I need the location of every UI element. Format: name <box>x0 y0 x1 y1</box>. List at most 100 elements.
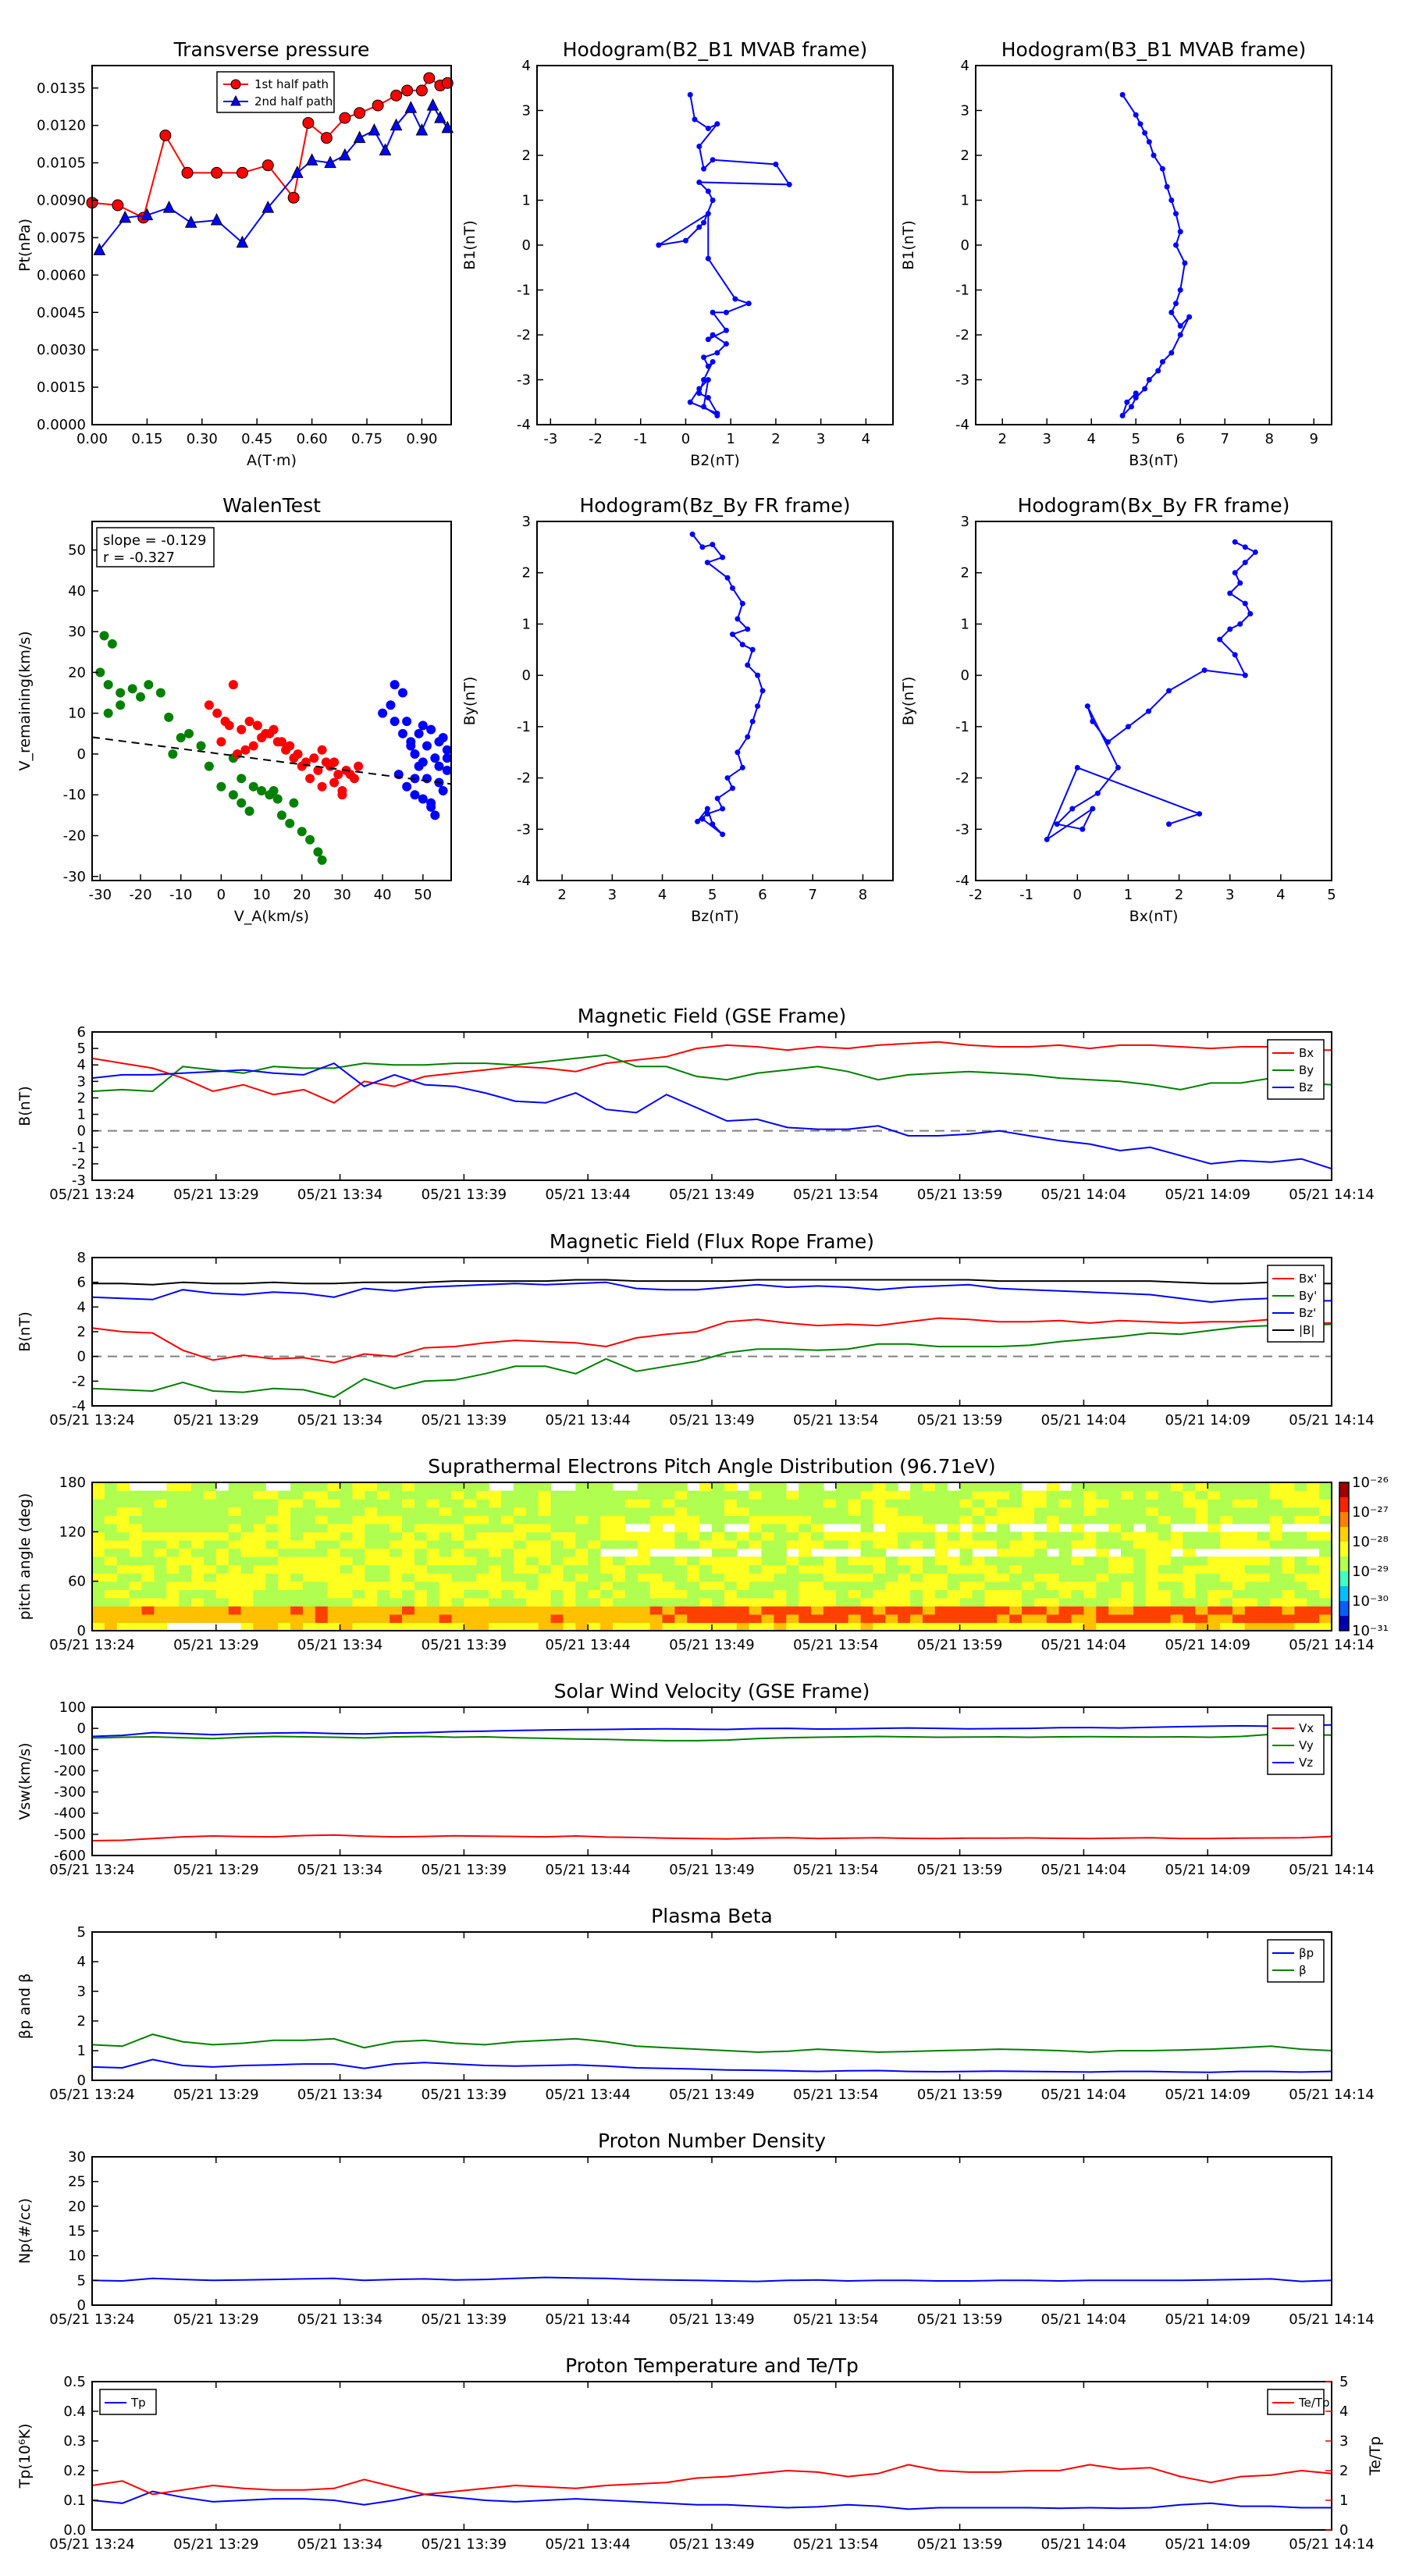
pad-cell <box>724 1515 738 1525</box>
pad-cell <box>253 1482 266 1492</box>
pad-cell <box>823 1581 837 1590</box>
pad-cell <box>799 1482 812 1492</box>
pt-ytick-label: 0.0090 <box>37 193 86 209</box>
pad-cell <box>278 1564 291 1574</box>
pad-cell <box>724 1597 738 1606</box>
pad-cell <box>1058 1581 1072 1590</box>
pad-cell <box>1145 1507 1159 1516</box>
pad-cell <box>464 1548 477 1557</box>
pad-cell <box>799 1490 812 1500</box>
pad-cell <box>1133 1532 1147 1541</box>
pad-cell <box>1244 1614 1258 1624</box>
pad-cell <box>860 1482 874 1492</box>
pad-cell <box>1220 1606 1233 1615</box>
h3-ytick-label: -2 <box>517 770 531 787</box>
vsw-xtick-label: 05/21 13:59 <box>917 1862 1002 1878</box>
pad-cell <box>290 1539 304 1550</box>
pad-cell <box>1108 1622 1122 1631</box>
h2-point <box>1142 130 1148 136</box>
pad-cell <box>116 1515 130 1525</box>
h1-point <box>723 309 729 315</box>
pad-cell <box>1294 1532 1307 1541</box>
pad-cell <box>1033 1490 1048 1500</box>
pad-cell <box>736 1581 750 1590</box>
walen-point <box>422 774 432 784</box>
pad-cell <box>141 1614 155 1624</box>
pt-point <box>184 215 197 228</box>
h3-point <box>710 542 716 548</box>
pad-cell <box>203 1499 217 1508</box>
pad-cell <box>464 1539 477 1550</box>
bfr-ytick-label: -4 <box>72 1398 86 1414</box>
pad-cell <box>674 1532 688 1541</box>
vsw-ytick-label: -500 <box>54 1827 86 1843</box>
pad-cell <box>116 1557 130 1566</box>
pad-cell <box>1232 1515 1246 1525</box>
pad-cell <box>575 1564 589 1574</box>
pad-cell <box>674 1539 688 1550</box>
pad-cell <box>600 1499 614 1508</box>
walen-point <box>168 749 178 759</box>
pad-cell <box>761 1548 774 1557</box>
pad-cell <box>934 1490 948 1500</box>
pad-cell <box>1307 1597 1320 1606</box>
pad-cell <box>712 1581 725 1590</box>
pad-cell <box>303 1532 316 1541</box>
pad-cell <box>1183 1622 1196 1631</box>
pad-cell <box>774 1482 787 1492</box>
pad-cell <box>1220 1581 1233 1590</box>
pad-cell <box>439 1606 453 1615</box>
pad-cell <box>104 1606 118 1615</box>
pad-cell <box>860 1515 874 1525</box>
pad-cell <box>835 1507 849 1516</box>
pad-cell <box>402 1622 415 1631</box>
pad-cell <box>389 1614 403 1624</box>
pad-cell <box>501 1597 514 1606</box>
h2-series-line-0 <box>1122 94 1190 417</box>
pad-cell <box>786 1573 799 1582</box>
h4-point <box>1232 652 1238 658</box>
np-xtick-label: 05/21 13:34 <box>297 2311 382 2328</box>
pad-cell <box>1195 1573 1208 1582</box>
pad-cell <box>1046 1614 1060 1624</box>
pad-cell <box>662 1564 675 1574</box>
h4-point <box>1242 672 1248 678</box>
walen-point <box>442 745 452 755</box>
pad-cell <box>972 1573 985 1582</box>
pad-cell <box>637 1532 651 1541</box>
h4-frame <box>975 521 1332 881</box>
pad-cell <box>365 1597 378 1606</box>
pad-cell <box>513 1557 527 1566</box>
tp-xtick-label: 05/21 13:39 <box>422 2536 507 2553</box>
bfr-xtick-label: 05/21 13:34 <box>297 1412 382 1429</box>
pad-cell <box>563 1507 576 1516</box>
pad-cell <box>290 1622 304 1631</box>
pad-cell <box>786 1499 799 1508</box>
pad-cell <box>141 1515 155 1525</box>
pad-cell <box>687 1622 700 1631</box>
h1-ytick-label: 1 <box>522 193 531 209</box>
pad-cell <box>1071 1490 1084 1500</box>
h2-point <box>1177 323 1183 329</box>
pad-cell <box>811 1581 824 1590</box>
pt-point <box>320 132 333 144</box>
pad-cell <box>1257 1622 1271 1631</box>
pad-cell <box>1232 1564 1246 1574</box>
pad-cell <box>191 1557 205 1566</box>
pad-cell <box>1033 1581 1048 1590</box>
pad-cell <box>910 1606 923 1615</box>
pad-colorbar-label: 10⁻³⁰ <box>1352 1593 1389 1610</box>
pad-cell <box>687 1589 700 1599</box>
pad-cell <box>984 1573 998 1582</box>
pad-cell <box>1232 1499 1246 1508</box>
h1-point <box>701 165 707 172</box>
pad-cell <box>464 1507 477 1516</box>
pad-cell <box>451 1507 464 1516</box>
beta-ytick-label: 3 <box>77 1984 86 2000</box>
pad-cell <box>923 1557 936 1566</box>
tp-ytick-label: 3 <box>1339 2433 1348 2450</box>
h1-ytick-label: 2 <box>522 148 531 164</box>
pad-cell <box>1096 1515 1109 1525</box>
pad-cell <box>414 1507 428 1516</box>
pad-cell <box>92 1564 105 1574</box>
